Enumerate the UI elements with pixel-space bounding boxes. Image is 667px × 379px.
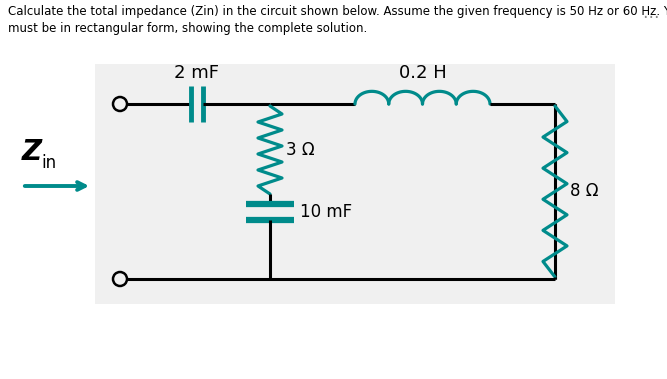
- Text: 10 mF: 10 mF: [300, 203, 352, 221]
- Text: Calculate the total impedance (Zin) in the circuit shown below. Assume the given: Calculate the total impedance (Zin) in t…: [8, 5, 667, 35]
- FancyBboxPatch shape: [95, 64, 615, 304]
- Text: 8 Ω: 8 Ω: [570, 183, 598, 200]
- FancyArrowPatch shape: [25, 182, 85, 190]
- Text: 0.2 H: 0.2 H: [399, 64, 446, 82]
- Text: 3 Ω: 3 Ω: [286, 141, 315, 159]
- Text: 2 mF: 2 mF: [175, 64, 219, 82]
- Text: Z: Z: [22, 138, 42, 166]
- Text: ⋯: ⋯: [642, 8, 658, 26]
- Text: in: in: [41, 154, 56, 172]
